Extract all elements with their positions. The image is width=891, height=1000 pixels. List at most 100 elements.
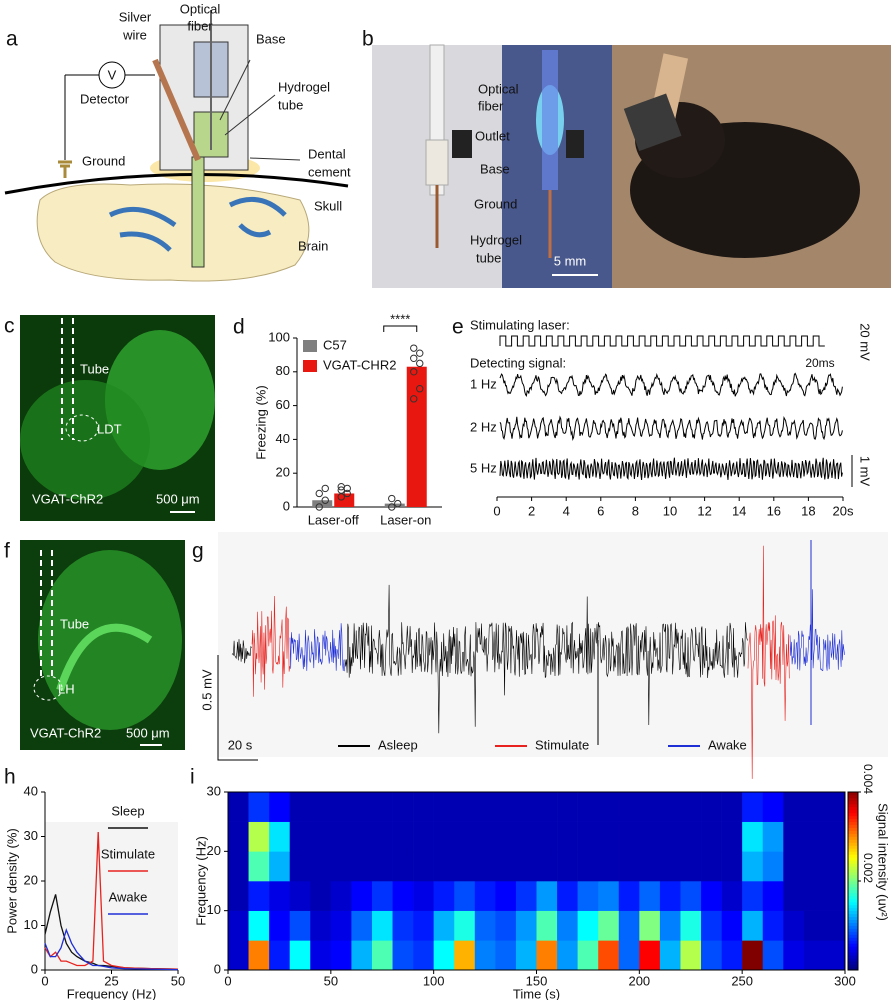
heatmap-cell [248, 910, 270, 941]
data-point [321, 496, 329, 504]
heatmap-cell [413, 821, 434, 852]
x-tick-label: 50 [171, 973, 185, 988]
heatmap-cell [639, 881, 661, 911]
heatmap-cell [310, 821, 332, 852]
heatmap-cell [474, 910, 496, 941]
colorbar-cell [848, 949, 858, 953]
data-point [321, 484, 329, 493]
heatmap-cell [577, 881, 599, 911]
heatmap-cell [742, 910, 764, 941]
trace-label: 2 Hz [470, 419, 497, 434]
x-tick-label: 0 [41, 973, 48, 988]
colorbar-cell [848, 958, 858, 962]
data-point [410, 395, 418, 403]
heatmap-cell [248, 821, 270, 852]
hydrogel-tube [191, 156, 205, 268]
heatmap-cell [742, 881, 764, 911]
colorbar-cell [848, 792, 858, 796]
legend-swatch [303, 360, 317, 372]
colorbar-cell [848, 964, 858, 968]
heatmap-cell [515, 881, 537, 911]
colorbar-cell [848, 892, 858, 897]
label: Hydrogel [278, 79, 330, 94]
heatmap-cell [351, 792, 373, 822]
heatmap-cell [659, 940, 681, 971]
heatmap-cell [228, 881, 249, 911]
heatmap-cell [228, 940, 249, 971]
label: Optical [180, 1, 221, 16]
heatmap-cell [762, 910, 784, 941]
label: Optical [478, 81, 519, 96]
colorbar-cell [848, 961, 858, 965]
heatmap-cell [536, 910, 558, 941]
panel-b: b Optical fiber Outlet Base Ground Hydro… [362, 28, 891, 288]
colorbar-cell [848, 916, 858, 920]
pointer [219, 59, 301, 161]
colorbar-cell [848, 886, 858, 891]
heatmap-cell [824, 792, 846, 822]
data-point [388, 494, 396, 503]
x-tick-label: 200 [628, 973, 650, 988]
x-tick-label: 300 [834, 973, 856, 988]
ground-symbol [58, 160, 72, 178]
data-point [315, 503, 323, 511]
heatmap-cell [680, 910, 702, 941]
heatmap-cell [598, 881, 620, 911]
heatmap-cell [371, 851, 393, 882]
label: Base [256, 31, 286, 46]
x-tick-label: 14 [732, 503, 746, 518]
heatmap-cell [269, 792, 290, 822]
colorbar-cell [848, 857, 858, 861]
trace-background [218, 532, 888, 757]
x-axis-label: Frequency (Hz) [67, 986, 157, 1000]
panel-letter: d [233, 316, 245, 339]
heatmap-cell [536, 792, 558, 822]
heatmap-cell [557, 881, 578, 911]
colorbar-cell [848, 812, 858, 817]
label: Tube [60, 616, 89, 631]
colorbar-cell [848, 830, 858, 834]
data-point [343, 489, 351, 498]
heatmap-cell [495, 851, 517, 882]
panel-letter: h [4, 766, 16, 789]
heatmap-cell [515, 910, 537, 941]
heatmap-cell [515, 792, 537, 822]
heatmap-cell [310, 910, 332, 941]
x-tick-label: 100 [423, 973, 445, 988]
heatmap-cell [783, 940, 805, 971]
x-tick-label: 16 [767, 503, 781, 518]
heatmap-cell [248, 940, 270, 971]
heatmap-cell [659, 910, 681, 941]
heatmap-cell [433, 792, 455, 822]
heatmap-cell [659, 881, 681, 911]
heatmap-cell [474, 940, 496, 971]
heatmap-cell [228, 910, 249, 941]
panel-g: g 0.5 mV 20 s [192, 532, 888, 761]
heatmap-cell [824, 910, 846, 941]
heatmap-cell [474, 881, 496, 911]
x-tick-label: 2 [528, 503, 535, 518]
heatmap-cell [474, 821, 496, 852]
y-tick-label: 30 [207, 783, 221, 798]
label: wire [122, 27, 147, 42]
heatmap-cell [742, 792, 764, 822]
heatmap-cell [289, 910, 311, 941]
heatmap-cell [577, 792, 599, 822]
heatmap-cell [310, 851, 332, 882]
x-tick-label: Laser-off [308, 512, 359, 527]
heatmap-cell [515, 851, 537, 882]
scale-label: 20 s [228, 737, 253, 752]
colorbar-cell [848, 797, 858, 802]
heatmap-cell [721, 851, 743, 882]
heatmap-cell [680, 881, 702, 911]
heatmap-cell [454, 910, 476, 941]
heatmap-cell [536, 881, 558, 911]
colorbar-cell [848, 967, 858, 971]
legend-label: VGAT-CHR2 [323, 357, 396, 372]
region-outline [33, 675, 63, 701]
colorbar-cell [848, 883, 858, 888]
legend-label: Sleep [111, 803, 144, 818]
eeg-trace [344, 584, 748, 734]
data-point [388, 503, 396, 511]
colorbar-cell [848, 895, 858, 900]
